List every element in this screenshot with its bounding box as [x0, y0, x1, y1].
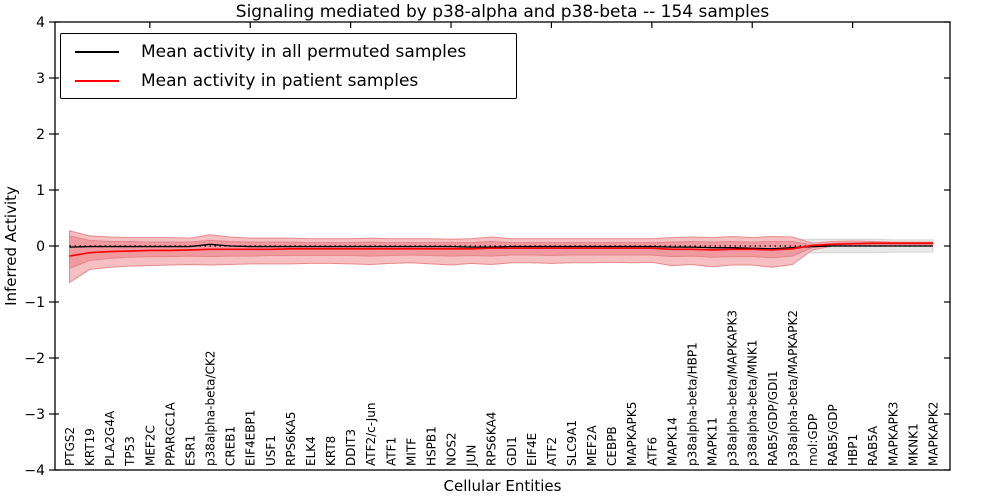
x-tick-label: DDIT3 — [344, 429, 358, 466]
y-tick-label: 2 — [36, 127, 45, 143]
x-tick-label: MAPK14 — [665, 417, 679, 466]
y-tick-label: 3 — [36, 71, 45, 87]
legend-label-permuted: Mean activity in all permuted samples — [141, 41, 467, 62]
x-axis-label: Cellular Entities — [443, 477, 562, 495]
x-tick-label: p38alpha-beta/MAPKAPK3 — [726, 310, 740, 466]
x-tick-label: RAB5/GDP — [826, 404, 840, 466]
x-tick-label: mol:GDP — [806, 414, 820, 466]
x-tick-label: ATF6 — [645, 437, 659, 466]
x-tick-label: TP53 — [123, 436, 137, 467]
x-tick-label: MAPKAPK2 — [926, 402, 940, 466]
x-tick-label: NOS2 — [445, 432, 459, 466]
x-tick-label: ELK4 — [304, 436, 318, 466]
y-tick-label: 4 — [36, 15, 45, 31]
x-tick-label: RAB5A — [866, 425, 880, 466]
patient-line-swatch — [75, 79, 119, 82]
x-tick-label: EIF4E — [525, 433, 539, 466]
x-tick-label: JUN — [465, 445, 479, 467]
x-tick-label: MEF2A — [585, 425, 599, 466]
x-tick-label: MAPKAPK5 — [625, 402, 639, 466]
y-axis-label: Inferred Activity — [2, 186, 20, 306]
y-tick-label: −4 — [24, 463, 45, 479]
x-tick-label: RPS6KA4 — [485, 412, 499, 466]
x-tick-label: MAPK11 — [706, 417, 720, 466]
x-tick-label: USF1 — [264, 435, 278, 466]
x-tick-label: p38alpha-beta/MNK1 — [746, 340, 760, 466]
permuted-mean-line — [69, 243, 933, 250]
y-tick-label: 1 — [36, 183, 45, 199]
x-tick-label: MAPKAPK3 — [886, 402, 900, 466]
x-tick-label: MITF — [404, 438, 418, 466]
x-tick-label: HBP1 — [846, 434, 860, 466]
legend-label-patient: Mean activity in patient samples — [141, 70, 419, 91]
x-tick-label: p38alpha-beta/MAPKAPK2 — [786, 310, 800, 466]
y-tick-label: 0 — [36, 239, 45, 255]
y-tick-label: −1 — [24, 295, 45, 311]
x-tick-label: KRT8 — [324, 436, 338, 466]
x-tick-label: p38alpha-beta/CK2 — [204, 351, 218, 466]
x-tick-label: EIF4EBP1 — [244, 410, 258, 466]
legend-item-patient: Mean activity in patient samples — [75, 70, 516, 92]
patient-samples-inner-band — [69, 235, 934, 270]
y-tick-label: −2 — [24, 351, 45, 367]
legend-item-permuted: Mean activity in all permuted samples — [75, 41, 516, 63]
x-tick-label: KRT19 — [83, 428, 97, 466]
permuted-line-swatch — [75, 50, 119, 53]
chart-title: Signaling mediated by p38-alpha and p38-… — [235, 2, 770, 22]
x-tick-label: CREB1 — [224, 426, 238, 466]
legend: Mean activity in all permuted samples Me… — [60, 33, 517, 99]
x-tick-label: RPS6KA5 — [284, 412, 298, 466]
x-tick-label: CEBPB — [605, 426, 619, 466]
x-tick-label: PTGS2 — [63, 427, 77, 466]
x-tick-label: RAB5/GDP/GDI1 — [766, 370, 780, 466]
x-tick-label: ATF2/c-Jun — [364, 402, 378, 466]
x-tick-label: ESR1 — [183, 435, 197, 466]
x-tick-label: PLA2G4A — [103, 410, 117, 466]
patient-mean-line — [69, 242, 933, 257]
x-tick-label: MKNK1 — [906, 423, 920, 466]
x-tick-label: p38alpha-beta/HBP1 — [685, 342, 699, 466]
x-tick-label: GDI1 — [505, 436, 519, 466]
x-tick-label: HSPB1 — [424, 426, 438, 466]
x-tick-label: PPARGC1A — [163, 401, 177, 466]
x-tick-label: SLC9A1 — [565, 420, 579, 466]
y-tick-label: −3 — [24, 407, 45, 423]
x-tick-label: ATF2 — [545, 437, 559, 466]
x-tick-label: MEF2C — [143, 425, 157, 466]
x-tick-label: ATF1 — [384, 437, 398, 466]
